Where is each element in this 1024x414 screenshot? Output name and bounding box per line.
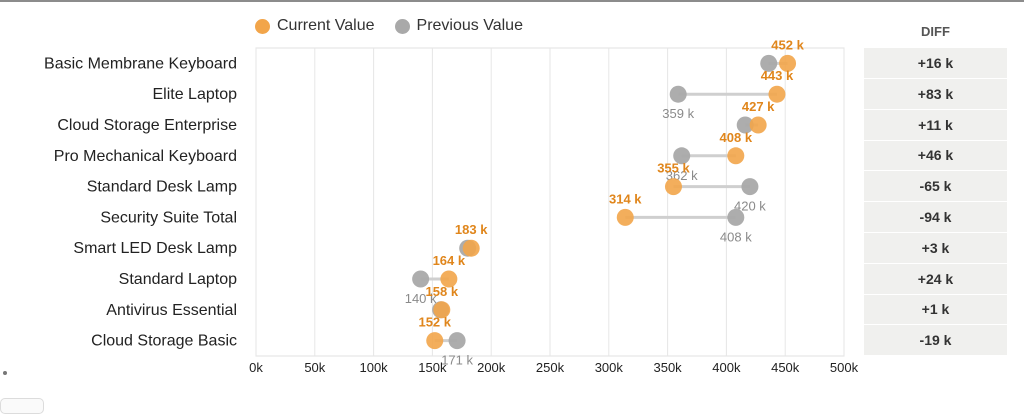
x-tick-label: 500k <box>830 360 859 375</box>
current-point <box>664 178 682 196</box>
diff-value: +11 k <box>864 110 1007 141</box>
x-tick-label: 0k <box>249 360 263 375</box>
x-tick-label: 450k <box>771 360 800 375</box>
previous-point <box>760 54 778 72</box>
category-label: Basic Membrane Keyboard <box>44 55 237 72</box>
diff-value: +16 k <box>864 48 1007 79</box>
category-label: Standard Desk Lamp <box>87 179 237 196</box>
x-tick-label: 300k <box>595 360 624 375</box>
diff-value: -19 k <box>864 325 1007 357</box>
current-value-label: 164 k <box>433 253 466 268</box>
diff-value: +46 k <box>864 140 1007 172</box>
current-point <box>426 332 444 350</box>
previous-value-label: 420 k <box>734 199 766 214</box>
previous-point <box>736 116 754 134</box>
x-tick-label: 200k <box>477 360 506 375</box>
current-value-label: 158 k <box>426 284 459 299</box>
x-tick-label: 150k <box>418 360 447 375</box>
previous-point <box>448 332 466 350</box>
x-tick-label: 100k <box>359 360 388 375</box>
category-label: Cloud Storage Basic <box>91 333 237 350</box>
previous-point <box>727 208 745 226</box>
previous-point <box>741 178 759 196</box>
current-point <box>727 147 745 165</box>
current-point <box>433 301 451 319</box>
legend-swatch-previous <box>394 18 410 34</box>
current-value-label: 183 k <box>455 222 488 237</box>
current-point <box>749 116 767 134</box>
current-point <box>440 270 458 288</box>
legend-item-current[interactable]: Current Value <box>255 17 375 35</box>
bottom-tab[interactable] <box>0 398 44 414</box>
diff-value: -94 k <box>864 202 1007 233</box>
category-label: Cloud Storage Enterprise <box>57 117 237 134</box>
category-label: Security Suite Total <box>100 209 237 226</box>
category-label: Elite Laptop <box>152 86 237 103</box>
category-label: Pro Mechanical Keyboard <box>54 148 237 165</box>
diff-value: +1 k <box>864 294 1007 326</box>
category-label: Standard Laptop <box>119 271 237 288</box>
x-tick-label: 50k <box>304 360 325 375</box>
current-point <box>768 85 786 103</box>
previous-point <box>669 85 687 103</box>
x-tick-label: 250k <box>536 360 565 375</box>
x-tick-label: 400k <box>712 360 741 375</box>
previous-value-label: 140 k <box>405 291 437 306</box>
legend-item-previous[interactable]: Previous Value <box>394 17 523 35</box>
current-value-label: 443 k <box>761 68 794 83</box>
current-value-label: 314 k <box>609 191 642 206</box>
category-label: Smart LED Desk Lamp <box>73 240 237 257</box>
previous-value-label: 408 k <box>720 229 752 244</box>
bullet-dot <box>3 371 7 375</box>
current-point <box>779 54 797 72</box>
legend-label-current: Current Value <box>277 17 375 34</box>
diff-header: DIFF <box>921 24 950 39</box>
current-point <box>462 239 480 257</box>
previous-point <box>412 270 430 288</box>
diff-value: +83 k <box>864 79 1007 110</box>
diff-value: -65 k <box>864 171 1007 203</box>
current-value-label: 452 k <box>771 37 804 52</box>
category-label: Antivirus Essential <box>106 302 237 319</box>
top-border <box>0 0 1024 2</box>
previous-value-label: 359 k <box>662 106 694 121</box>
current-value-label: 152 k <box>418 315 451 330</box>
current-value-label: 355 k <box>657 161 690 176</box>
legend-label-previous: Previous Value <box>416 17 523 34</box>
previous-value-label: 171 k <box>441 353 473 368</box>
current-value-label: 427 k <box>742 99 775 114</box>
chart-legend: Current Value Previous Value <box>255 17 523 35</box>
legend-swatch-current <box>255 18 270 34</box>
diff-value: +3 k <box>864 233 1007 264</box>
x-tick-label: 350k <box>653 360 682 375</box>
diff-value: +24 k <box>864 264 1007 295</box>
previous-point <box>673 147 691 165</box>
current-value-label: 408 k <box>720 130 753 145</box>
current-point <box>616 208 634 226</box>
